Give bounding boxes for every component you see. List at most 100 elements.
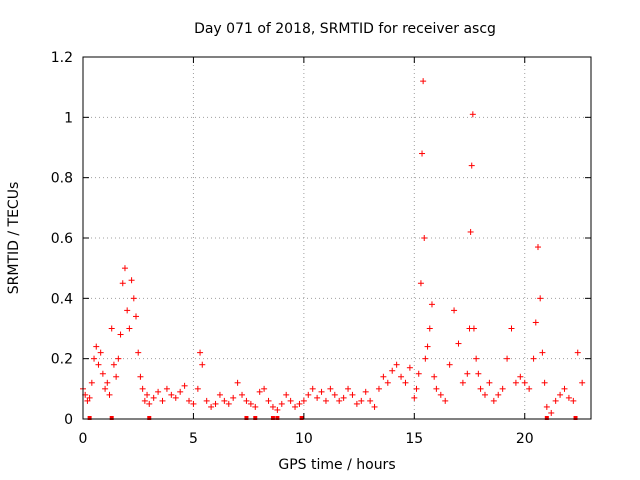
data-point — [113, 373, 120, 380]
data-point — [108, 325, 115, 332]
data-point — [278, 400, 285, 407]
data-point — [287, 397, 294, 404]
data-point — [261, 385, 268, 392]
data-point — [95, 361, 102, 368]
data-point — [468, 162, 475, 169]
y-tick-label: 0 — [64, 412, 73, 428]
data-point — [570, 397, 577, 404]
data-point — [216, 391, 223, 398]
data-point — [389, 367, 396, 374]
data-point — [327, 385, 334, 392]
data-point — [292, 403, 299, 410]
data-point — [422, 355, 429, 362]
data-point — [537, 295, 544, 302]
data-point — [446, 361, 453, 368]
data-point — [150, 394, 157, 401]
y-tick-label: 0.4 — [51, 291, 73, 307]
x-tick-label: 20 — [516, 431, 534, 447]
data-point — [375, 385, 382, 392]
y-tick-label: 1.2 — [51, 50, 73, 66]
data-point — [469, 111, 476, 118]
data-point — [530, 355, 537, 362]
data-point — [265, 397, 272, 404]
x-tick-label: 0 — [79, 431, 88, 447]
data-point — [362, 388, 369, 395]
data-point — [486, 379, 493, 386]
data-point — [243, 397, 250, 404]
data-point — [393, 361, 400, 368]
data-point — [426, 325, 433, 332]
data-point — [146, 400, 153, 407]
data-point — [421, 235, 428, 241]
data-point — [197, 349, 204, 356]
zero-marker — [270, 416, 275, 420]
data-point — [512, 379, 519, 386]
data-point — [437, 391, 444, 398]
data-point — [340, 394, 347, 401]
data-point — [451, 307, 458, 314]
y-tick-label: 0.2 — [51, 352, 73, 368]
data-point — [413, 385, 420, 392]
x-axis-label: GPS time / hours — [278, 457, 395, 473]
data-point — [481, 391, 488, 398]
data-point — [475, 370, 482, 377]
data-point — [177, 388, 184, 395]
data-point — [534, 244, 541, 251]
chart-title: Day 071 of 2018, SRMTID for receiver asc… — [194, 21, 496, 37]
data-point — [470, 325, 477, 332]
data-point — [91, 355, 98, 362]
data-point — [133, 313, 140, 320]
data-point — [130, 295, 137, 302]
data-point — [141, 397, 148, 404]
data-point — [86, 394, 93, 401]
data-point — [574, 349, 581, 356]
data-point — [431, 373, 438, 380]
data-point — [199, 361, 206, 368]
data-point — [442, 397, 449, 404]
data-point — [97, 349, 104, 356]
zero-marker — [147, 416, 152, 420]
zero-marker — [275, 416, 280, 420]
y-tick-label: 0.8 — [51, 171, 73, 187]
zero-marker — [544, 416, 549, 420]
data-point — [117, 331, 124, 338]
data-point — [234, 379, 241, 386]
zero-marker — [87, 416, 92, 420]
data-point — [121, 265, 128, 272]
data-point — [274, 406, 281, 413]
data-point — [99, 370, 106, 377]
data-point — [495, 391, 502, 398]
data-point — [467, 228, 474, 235]
x-tick-label: 10 — [295, 431, 313, 447]
data-point — [548, 409, 555, 416]
data-point — [135, 349, 142, 356]
data-point — [115, 355, 122, 362]
data-point — [181, 382, 188, 389]
data-point — [532, 319, 539, 326]
data-point — [477, 385, 484, 392]
data-point — [208, 403, 215, 410]
data-point — [464, 370, 471, 377]
data-point — [318, 388, 325, 395]
data-point — [406, 364, 413, 371]
data-point — [402, 379, 409, 386]
data-point — [194, 385, 201, 392]
data-point — [203, 397, 210, 404]
data-point — [190, 400, 197, 407]
x-tick-label: 5 — [189, 431, 198, 447]
data-point — [433, 385, 440, 392]
data-point — [349, 391, 356, 398]
data-point — [239, 391, 246, 398]
y-tick-label: 1 — [64, 110, 73, 126]
data-point — [309, 385, 316, 392]
data-point — [415, 370, 422, 377]
data-point — [230, 394, 237, 401]
data-point — [428, 301, 435, 308]
data-point — [252, 403, 259, 410]
data-point — [380, 373, 387, 380]
x-ticks: 0 5 10 15 20 — [79, 57, 534, 447]
data-point — [300, 397, 307, 404]
data-point — [473, 355, 480, 362]
data-point — [543, 403, 550, 410]
